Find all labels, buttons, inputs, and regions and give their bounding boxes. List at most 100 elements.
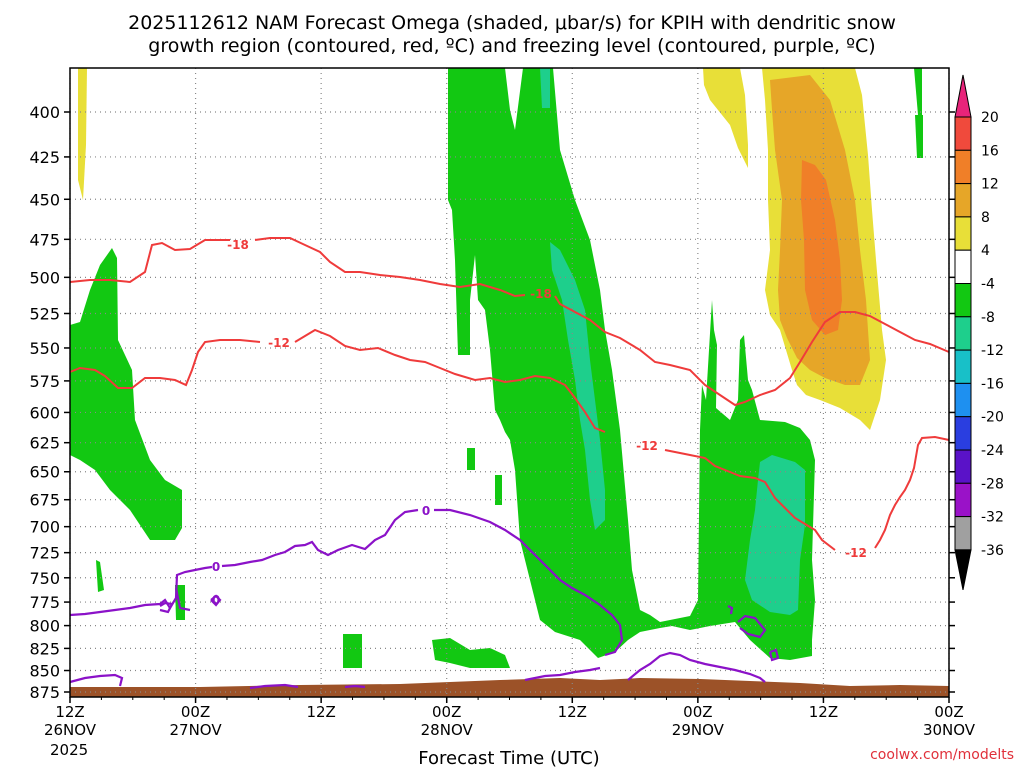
omega-region-green	[70, 248, 182, 540]
y-tick-label: 650	[29, 463, 60, 482]
x-tick-date-label: 27NOV	[170, 721, 223, 739]
colorbar-swatch	[954, 116, 972, 151]
colorbar-label: -12	[981, 343, 1004, 359]
y-axis: 400 425 450 475 500 525 550 575 600 625 650 675 700 7…	[29, 103, 955, 702]
colorbar-bottom-triangle	[954, 549, 972, 590]
chart-title-line2: growth region (contoured, red, ºC) and f…	[148, 35, 875, 57]
y-tick-label: 575	[29, 372, 60, 391]
dgz-contour-label: -12	[636, 439, 658, 453]
y-tick-label: 425	[29, 148, 60, 167]
freezing-contours	[69, 508, 780, 690]
freezing-contour-line	[768, 648, 780, 662]
freezing-contour-line	[159, 601, 174, 614]
omega-region-teal	[540, 68, 550, 108]
dgz-contours	[69, 237, 950, 551]
colorbar-label: 12	[981, 177, 999, 193]
colorbar-label: -36	[981, 543, 1004, 559]
dgz-contour-label: -18	[530, 287, 552, 301]
omega-region-green	[915, 115, 923, 158]
x-tick-label: 00Z	[181, 703, 210, 721]
x-tick-date-label: 29NOV	[672, 721, 725, 739]
dgz-contour-line	[69, 239, 230, 284]
colorbar-swatch	[954, 449, 972, 484]
colorbar-swatch	[954, 349, 972, 384]
freezing-contour-line	[524, 666, 601, 682]
dgz-contour-label: -18	[227, 238, 249, 252]
omega-region-orange	[801, 160, 842, 335]
colorbar-swatch	[954, 382, 972, 418]
freezing-contour-line	[210, 594, 222, 607]
x-tick-date-label: 26NOV	[44, 721, 97, 739]
freezing-contour-line	[69, 673, 124, 687]
dgz-contour-label: -12	[845, 546, 867, 560]
x-tick-date-label: 28NOV	[421, 721, 474, 739]
freezing-contour-line	[221, 508, 419, 568]
omega-region-green	[467, 448, 475, 470]
contour-labels: -18 -12 -18 -12 -12 0 0 0	[212, 238, 867, 607]
omega-region-teal	[550, 242, 605, 530]
colorbar-swatch	[954, 283, 972, 318]
colorbar-top-triangle	[954, 74, 972, 118]
x-axis-label: Forecast Time (UTC)	[418, 748, 599, 768]
colorbar-label: -8	[981, 310, 995, 326]
x-tick-label: 12Z	[558, 703, 587, 721]
omega-region-green	[432, 638, 510, 668]
omega-region-green	[343, 634, 362, 668]
x-tick-date-label: 30NOV	[923, 721, 976, 739]
y-tick-label: 875	[29, 683, 60, 702]
year-label: 2025	[50, 741, 88, 759]
colorbar-swatch	[954, 482, 972, 518]
y-tick-label: 675	[29, 491, 60, 510]
freezing-contour-line	[737, 614, 767, 639]
x-tick-label: 12Z	[809, 703, 838, 721]
y-tick-label: 600	[29, 403, 60, 422]
omega-region-green	[495, 475, 502, 505]
freezing-contour-line	[69, 565, 213, 617]
y-tick-label: 550	[29, 339, 60, 358]
freezing-contour-label: 0	[422, 504, 430, 518]
y-tick-label: 400	[29, 103, 60, 122]
colorbar-label: -32	[981, 510, 1004, 526]
omega-region-yellow	[703, 68, 748, 168]
freezing-contour-line	[344, 684, 366, 689]
y-tick-label: 625	[29, 434, 60, 453]
colorbar-swatch	[954, 316, 972, 351]
freezing-contour-line	[174, 587, 191, 612]
credit-text: coolwx.com/modelts	[870, 747, 1014, 763]
freezing-contour-line	[249, 683, 299, 690]
y-tick-label: 475	[29, 230, 60, 249]
omega-region-yellow	[78, 68, 87, 200]
x-tick-label: 00Z	[683, 703, 712, 721]
plot-area: -18 -12 -18 -12 -12 0 0 0	[69, 67, 950, 698]
omega-region-green	[96, 560, 104, 592]
omega-region-green	[914, 68, 922, 115]
omega-region-teal	[745, 455, 805, 615]
y-tick-label: 800	[29, 617, 60, 636]
freezing-contour-line	[627, 651, 766, 683]
dgz-contour-line	[664, 449, 836, 551]
y-tick-label: 825	[29, 639, 60, 658]
colorbar-label: -4	[981, 277, 995, 293]
colorbar-swatch	[954, 516, 972, 551]
colorbar-swatch	[954, 416, 972, 451]
freezing-contour-line	[434, 508, 624, 657]
y-tick-label: 450	[29, 190, 60, 209]
dgz-contour-line	[69, 339, 261, 389]
colorbar-label: -16	[981, 376, 1004, 392]
colorbar-label: -20	[981, 410, 1004, 426]
colorbar-label: -24	[981, 443, 1004, 459]
colorbar: 20 16 12 8 4 -4 -8 -12 -16 -20 -24 -28 -32 -36	[954, 74, 1004, 590]
ground-terrain	[70, 678, 949, 697]
x-tick-label: 12Z	[55, 703, 84, 721]
y-tick-label: 775	[29, 593, 60, 612]
dgz-contour-label: -12	[268, 336, 290, 350]
dgz-contour-line	[554, 295, 950, 407]
x-tick-label: 00Z	[934, 703, 963, 721]
colorbar-label: 8	[981, 210, 990, 226]
dgz-contour-line	[254, 237, 526, 298]
freezing-contour-label: 0	[212, 560, 220, 574]
dgz-contour-line	[294, 328, 606, 433]
colorbar-swatch	[954, 249, 972, 284]
